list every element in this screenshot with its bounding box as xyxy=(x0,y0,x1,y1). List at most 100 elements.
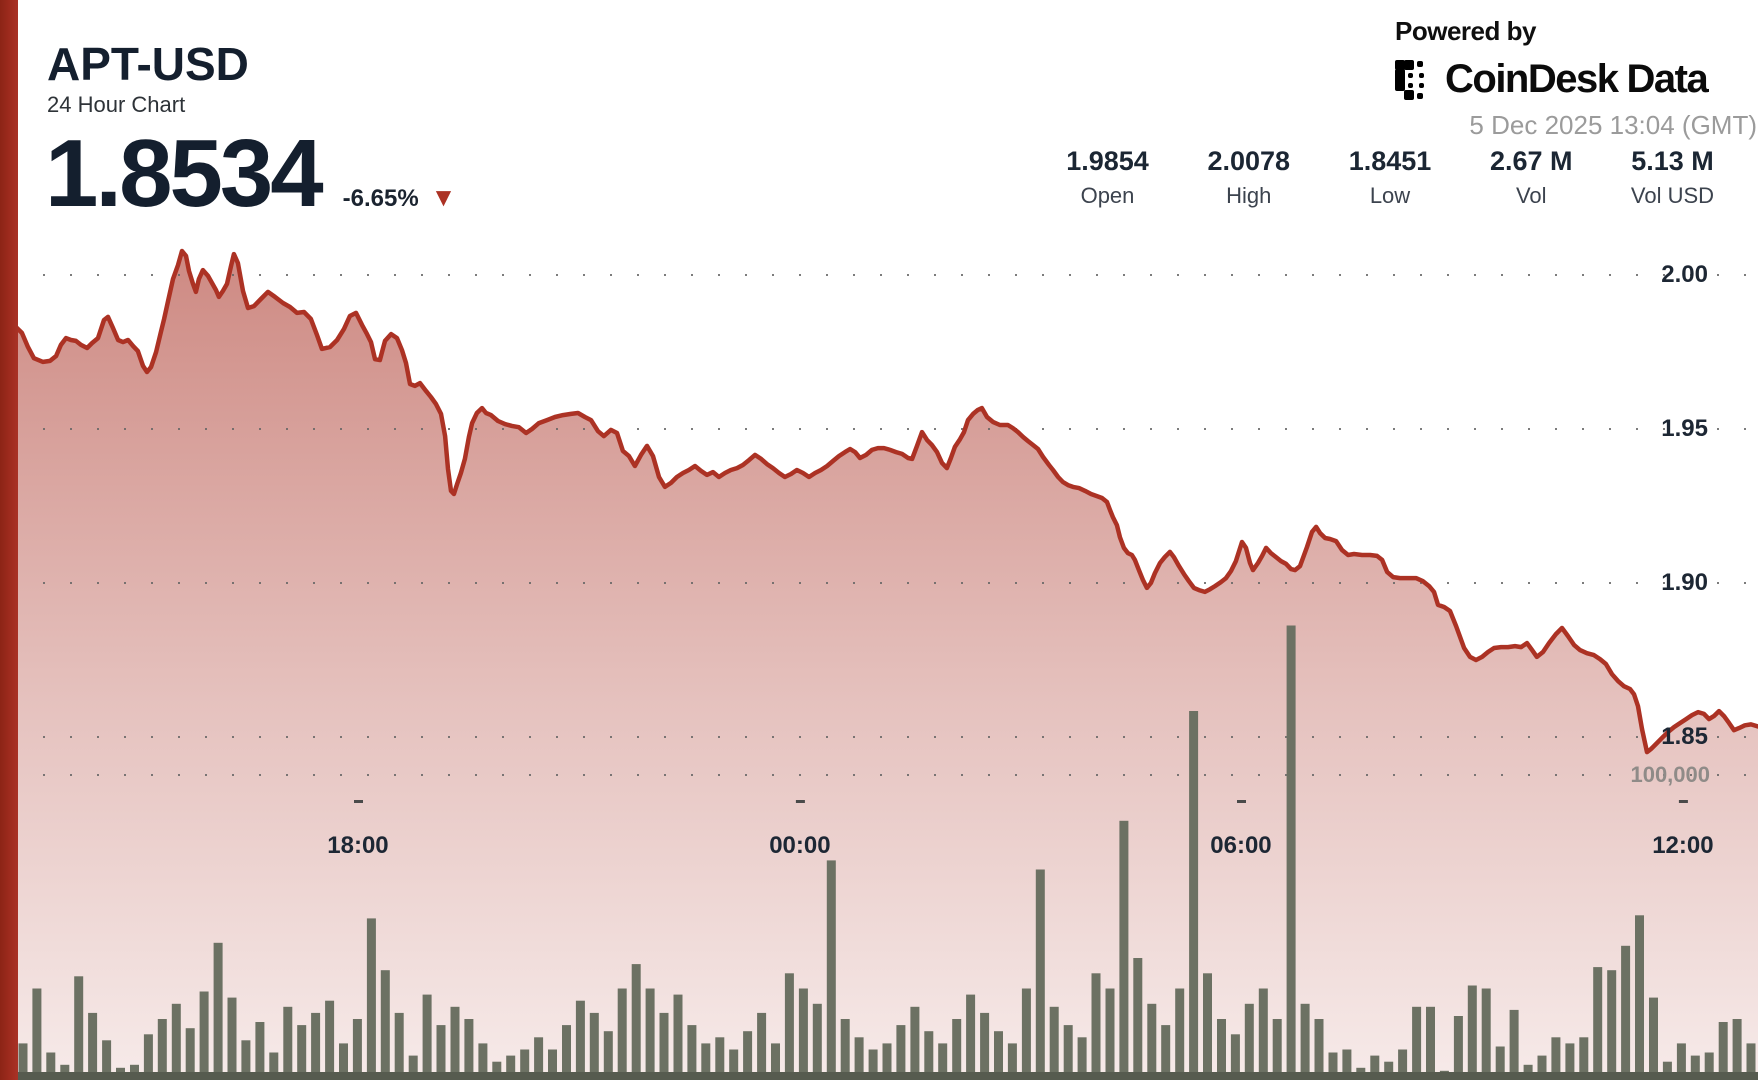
logo-text-data: Data xyxy=(1626,57,1709,101)
x-axis-label-12:00: 12:00 xyxy=(1652,832,1714,859)
volume-bar xyxy=(1230,1034,1240,1080)
volume-bar xyxy=(798,988,808,1080)
volume-bar xyxy=(715,1037,725,1080)
volume-bar xyxy=(659,1012,669,1080)
volume-bar xyxy=(171,1003,181,1080)
volume-bar xyxy=(882,1043,892,1080)
volume-bar xyxy=(1746,1043,1756,1080)
volume-bar xyxy=(1244,1003,1254,1080)
volume-bar xyxy=(1217,1019,1226,1080)
volume-bar xyxy=(241,1040,251,1080)
volume-bar xyxy=(297,1025,307,1080)
volume-bar xyxy=(1565,1043,1575,1080)
volume-bar xyxy=(1704,1052,1714,1080)
volume-bar xyxy=(1091,973,1101,1080)
volume-bar xyxy=(1467,985,1477,1080)
volume-bar xyxy=(994,1031,1003,1080)
volume-bar xyxy=(1607,970,1617,1080)
volume-bar xyxy=(422,994,432,1080)
volume-bar xyxy=(339,1043,348,1080)
volume-bar xyxy=(1481,988,1491,1080)
symbol-title: APT-USD xyxy=(47,38,249,90)
stat-low-value: 1.8451 xyxy=(1348,146,1432,176)
volume-bar xyxy=(673,994,683,1080)
volume-bar xyxy=(1398,1049,1408,1080)
x-tick-06:00 xyxy=(1237,800,1246,803)
volume-bar xyxy=(1035,869,1045,1080)
volume-bar xyxy=(88,1012,98,1080)
volume-bar xyxy=(269,1052,279,1080)
volume-bar xyxy=(352,1019,362,1080)
volume-bar xyxy=(1412,1006,1422,1080)
volume-bar xyxy=(1286,625,1296,1080)
volume-bar xyxy=(32,988,42,1080)
chart-subtitle: 24 Hour Chart xyxy=(47,92,186,118)
volume-bar xyxy=(743,1031,753,1080)
volume-bar xyxy=(1105,988,1115,1080)
volume-bar xyxy=(701,1043,711,1080)
volume-bar xyxy=(255,1022,265,1080)
volume-bar xyxy=(1049,1006,1059,1080)
volume-bar xyxy=(1690,1055,1700,1080)
volume-bar xyxy=(548,1049,557,1080)
x-tick-18:00 xyxy=(354,800,363,803)
volume-bar xyxy=(1077,1037,1087,1080)
volume-bar xyxy=(645,988,655,1080)
stat-vol-label: Vol xyxy=(1515,183,1547,208)
volume-bar xyxy=(1175,988,1185,1080)
volume-bar xyxy=(1453,1016,1463,1080)
volume-bar xyxy=(1718,1022,1728,1080)
volume-bar xyxy=(1314,1019,1324,1080)
volume-bar xyxy=(1676,1043,1686,1080)
volume-bar xyxy=(1662,1061,1672,1080)
volume-bar xyxy=(46,1052,56,1080)
stat-vol-value: 2.67 M xyxy=(1489,146,1573,176)
volume-bar xyxy=(436,1025,446,1080)
stat-low: 1.8451 Low xyxy=(1343,146,1438,209)
volume-bar xyxy=(394,1012,404,1080)
volume-bar xyxy=(311,1012,321,1080)
x-axis-label-18:00: 18:00 xyxy=(327,832,389,859)
volume-axis-label: 100,000 xyxy=(1630,762,1710,787)
volume-bar xyxy=(1300,1003,1310,1080)
volume-bar xyxy=(534,1037,544,1080)
volume-bar xyxy=(450,1006,460,1080)
volume-bar xyxy=(325,1000,335,1080)
volume-bar xyxy=(464,1019,474,1080)
volume-bar xyxy=(1063,1025,1073,1080)
volume-bar xyxy=(1328,1052,1338,1080)
price-row: 1.8534 -6.65% ▼ xyxy=(45,126,456,222)
volume-bar xyxy=(562,1025,571,1080)
current-price: 1.8534 xyxy=(45,120,324,227)
volume-bar xyxy=(1384,1061,1394,1080)
volume-bar xyxy=(854,1037,864,1080)
volume-bar xyxy=(631,964,641,1080)
stat-open-value: 1.9854 xyxy=(1066,146,1149,176)
volume-bar xyxy=(1161,1025,1171,1080)
stat-high: 2.0078 High xyxy=(1201,146,1296,209)
volume-bar xyxy=(506,1055,516,1080)
volume-bar xyxy=(1593,967,1603,1080)
volume-bar xyxy=(617,988,627,1080)
volume-bar xyxy=(1551,1037,1561,1080)
volume-bar xyxy=(143,1034,153,1080)
volume-bar xyxy=(1732,1019,1742,1080)
x-axis-label-06:00: 06:00 xyxy=(1210,832,1272,859)
left-accent-bar xyxy=(0,0,18,1080)
x-tick-12:00 xyxy=(1678,800,1688,803)
price-line xyxy=(13,248,1758,755)
logo-text-coindesk: CoinDesk xyxy=(1445,57,1619,101)
coindesk-data-logo: CoinDesk Data xyxy=(1395,57,1757,102)
volume-bar xyxy=(102,1040,112,1080)
volume-bar xyxy=(227,997,237,1080)
price-area-fill xyxy=(16,251,1758,1080)
stat-high-value: 2.0078 xyxy=(1207,146,1291,176)
volume-bar xyxy=(74,976,84,1080)
volume-bar xyxy=(199,991,209,1080)
volume-bar xyxy=(966,994,976,1080)
volume-bar xyxy=(18,1043,28,1080)
volume-bar xyxy=(1495,1046,1505,1080)
stat-high-label: High xyxy=(1226,183,1272,208)
